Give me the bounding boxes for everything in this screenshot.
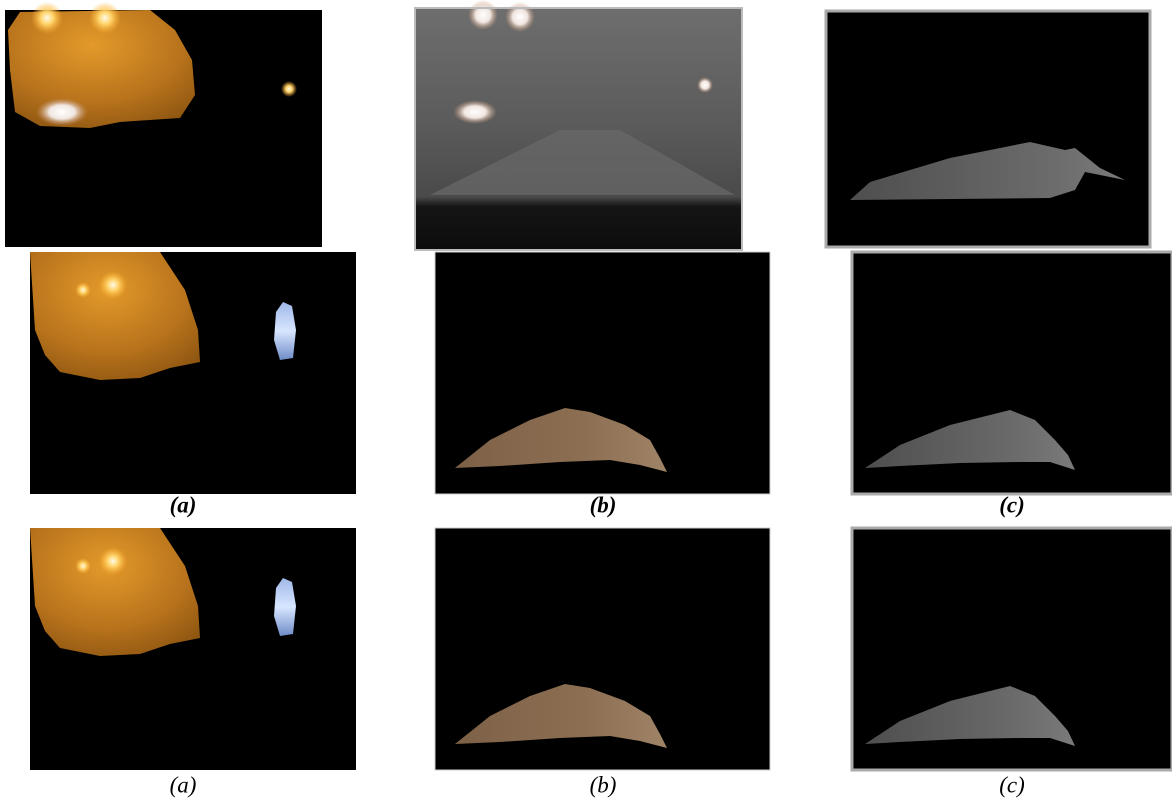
light [505,2,535,32]
light [89,2,121,34]
image-row-3 [30,528,1172,770]
page: {"figure": {"caption_rows": [["(a)", "(b… [0,0,1172,805]
light [468,0,498,30]
light [99,271,127,299]
caption: (c) [999,772,1025,797]
image-row-2 [30,252,1172,494]
light [697,77,713,93]
caption: (a) [170,492,197,517]
image-panel [826,11,1150,247]
light [453,100,497,124]
light [31,2,63,34]
light [36,98,88,126]
image-panel [415,8,742,250]
image-row-1 [5,0,1150,250]
caption: (a) [170,772,197,797]
caption: (c) [999,492,1025,517]
figure: (a) (b) (c) (a) (b) (c) [0,0,1172,805]
caption: (b) [590,492,617,517]
light [75,282,91,298]
light [281,81,297,97]
caption: (b) [590,772,617,797]
